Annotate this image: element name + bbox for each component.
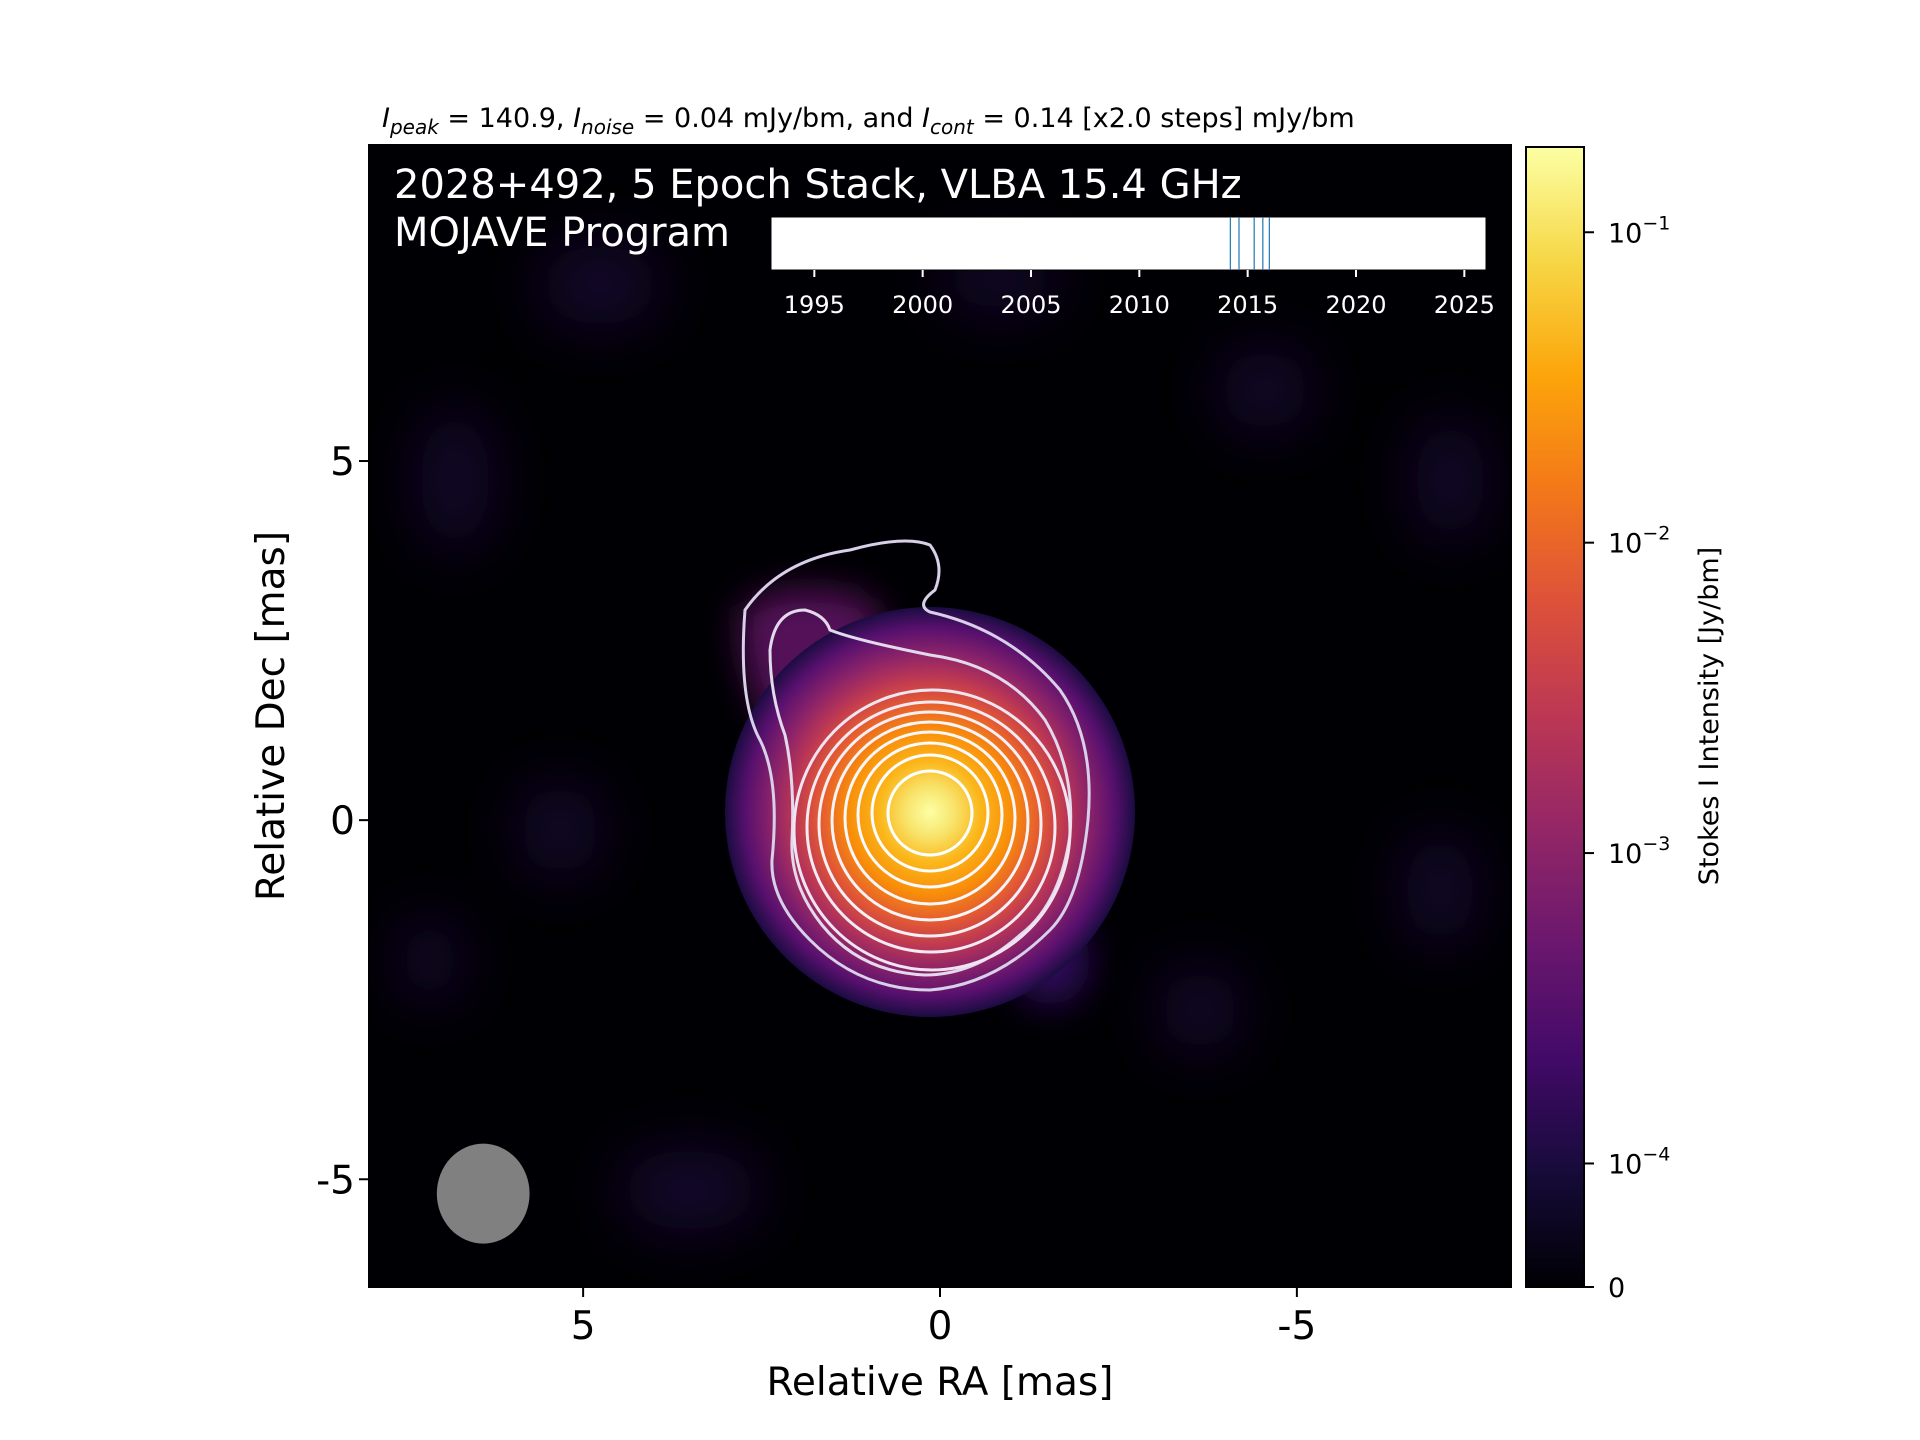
contour-level-4 [805,700,1057,954]
timeline-tick-label: 2020 [1325,291,1386,319]
y-tick-label: 5 [330,440,355,485]
contour-level-10 [886,769,974,857]
contour-level-6 [830,720,1030,922]
colorbar-tick-label: 10−1 [1608,212,1670,249]
title-part: I [573,103,581,134]
contour-level-1 [741,539,1091,992]
title-part: cont [930,115,975,139]
colorbar-tick-label: 0 [1608,1273,1625,1304]
source-annotation: 2028+492, 5 Epoch Stack, VLBA 15.4 GHz [394,162,1242,208]
chart-title: Ipeak = 140.9, Inoise = 0.04 mJy/bm, and… [382,103,1355,139]
y-axis-ticks: 5 0 -5 [316,440,369,1203]
colorbar-label: Stokes I Intensity [Jy/bm] [1694,547,1725,885]
contour-level-8 [856,741,1004,889]
x-tick-label: -5 [1277,1304,1316,1349]
timeline-tick-label: 2025 [1434,291,1495,319]
timeline-box [770,216,1487,271]
contour-level-9 [870,753,990,873]
y-tick-label: 0 [330,799,355,844]
title-part: = 0.04 mJy/bm, and [634,103,922,134]
x-axis-ticks: 5 0 -5 [571,1287,1316,1349]
y-axis-label: Relative Dec [mas] [249,531,294,901]
contours [741,539,1091,992]
colorbar: 10−1 10−2 10−3 10−4 0 Stokes I Intensity [Jy… [1525,146,1725,1304]
timeline-tick-label: 1995 [784,291,845,319]
title-part: noise [581,115,634,139]
contour-level-7 [843,730,1017,906]
timeline-tick-label: 2010 [1109,291,1170,319]
x-tick-label: 0 [928,1304,953,1349]
x-axis-label: Relative RA [mas] [767,1360,1114,1405]
timeline-tick-label: 2000 [892,291,953,319]
title-part: I [922,103,930,134]
emission-layer [400,245,1485,1230]
contour-level-3 [792,688,1072,972]
colorbar-tick-label: 10−4 [1608,1143,1670,1180]
timeline-tick-label: 2015 [1217,291,1278,319]
program-annotation: MOJAVE Program [394,210,730,256]
epoch-timeline: 1995 2000 2005 2010 2015 2020 2025 [770,216,1495,319]
title-part: peak [389,115,440,139]
faint-noise-blobs [400,245,1485,1230]
contour-level-5 [817,710,1043,938]
core-emission [725,607,1135,1017]
timeline-tick-label: 2005 [1000,291,1061,319]
image-panel [368,144,1512,1288]
y-tick-label: -5 [316,1158,355,1203]
x-tick-label: 5 [571,1304,596,1349]
colorbar-gradient [1526,147,1584,1287]
colorbar-tick-label: 10−2 [1608,523,1670,560]
colorbar-frame [1525,146,1585,1288]
colorbar-tick-label: 10−3 [1608,833,1670,870]
timeline-ticks: 1995 2000 2005 2010 2015 2020 2025 [784,270,1495,319]
beam-ellipse [436,1143,530,1244]
colorbar-ticks: 10−1 10−2 10−3 10−4 0 [1584,212,1670,1304]
timeline-epochs [1229,217,1270,270]
title-part: = 0.14 [x2.0 steps] mJy/bm [974,103,1355,134]
title-part: = 140.9, [439,103,573,134]
title-part: I [382,103,390,134]
